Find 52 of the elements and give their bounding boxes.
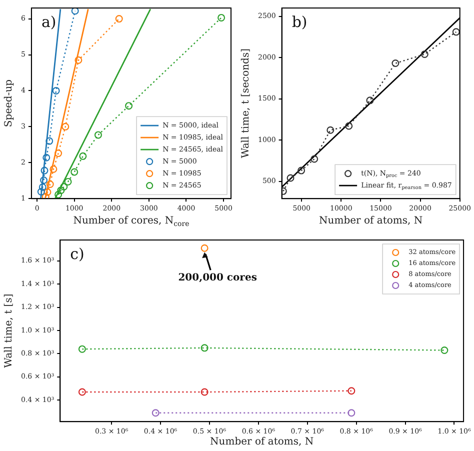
point <box>200 244 208 252</box>
point <box>79 152 87 160</box>
point <box>40 166 48 174</box>
point <box>42 193 50 199</box>
y-axis-title: Speed-up <box>4 79 15 128</box>
point <box>420 50 428 58</box>
point <box>54 150 62 158</box>
point <box>286 174 294 182</box>
point <box>46 180 54 188</box>
point <box>54 190 62 198</box>
point <box>78 345 86 353</box>
point <box>38 183 46 191</box>
point <box>74 56 82 64</box>
point <box>452 28 460 36</box>
point <box>46 137 54 145</box>
point <box>200 344 208 352</box>
point <box>94 131 102 139</box>
point <box>152 409 160 417</box>
point <box>57 186 65 194</box>
point <box>40 176 48 184</box>
point <box>52 86 60 94</box>
annotation: b) <box>292 12 308 31</box>
point <box>78 388 86 396</box>
point <box>310 155 318 163</box>
point <box>200 388 208 396</box>
y-axis-title: Wall time, t [seconds] <box>240 48 252 158</box>
annotation: 200,000 cores <box>178 272 258 284</box>
point <box>42 154 50 162</box>
point <box>440 346 448 354</box>
point <box>345 122 353 130</box>
annotation: a) <box>41 12 56 31</box>
point <box>62 122 70 130</box>
point <box>71 8 79 15</box>
annotation: c) <box>70 244 84 263</box>
x-axis-title: Number of atoms, N <box>319 216 423 227</box>
point <box>348 387 356 395</box>
point <box>70 168 78 176</box>
point <box>298 166 306 174</box>
point <box>50 165 58 173</box>
point <box>115 15 123 23</box>
point <box>366 96 374 104</box>
y-axis-title: Wall time, t [s] <box>4 294 15 368</box>
point <box>64 178 72 186</box>
point <box>60 182 68 190</box>
point <box>218 14 226 22</box>
x-axis-title: Number of atoms, N <box>210 436 314 448</box>
point <box>326 126 334 134</box>
point <box>392 60 400 68</box>
point <box>37 188 45 196</box>
point <box>348 409 356 417</box>
point <box>125 102 133 110</box>
point <box>44 188 52 196</box>
